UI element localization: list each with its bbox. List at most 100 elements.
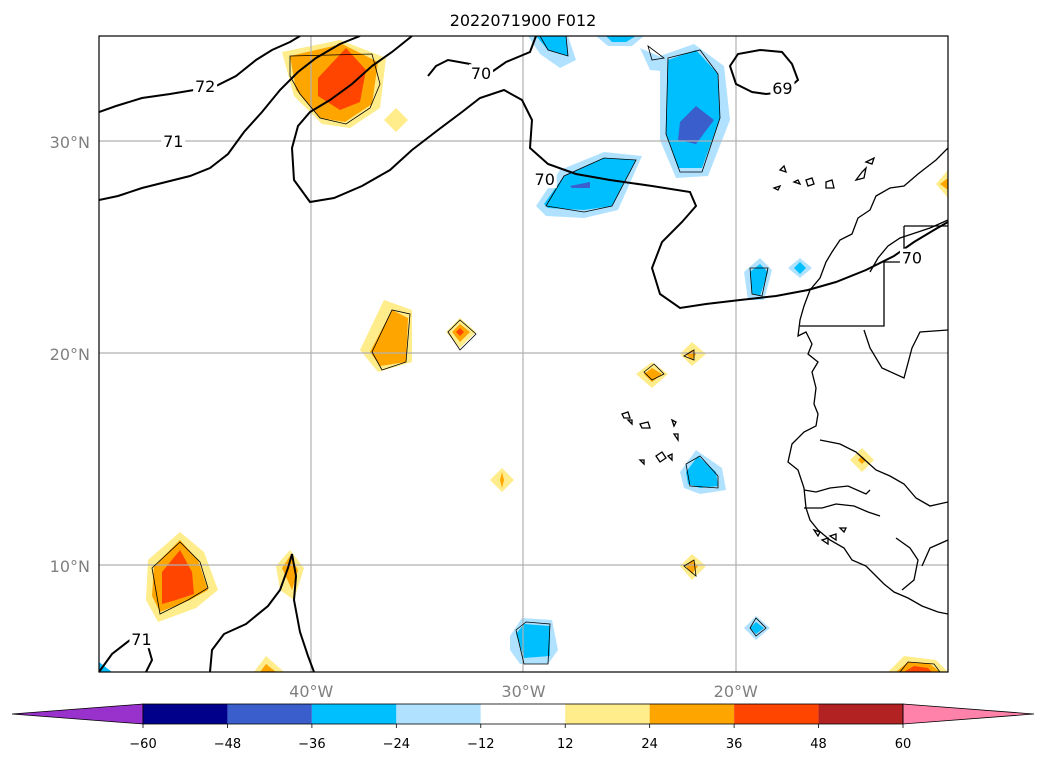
contour-label-bg [193,76,218,95]
field-region [254,656,284,672]
western-sahara-border [800,225,948,327]
contour-label: 72 [195,77,215,96]
field-region [858,456,866,464]
outline [665,49,721,173]
outline [545,157,637,213]
colorbar-tick-label: 48 [810,737,827,752]
y-axis-ticks: 30°N 20°N 10°N [50,133,90,576]
outline [683,559,697,577]
colorbar-tick-label: −48 [214,737,241,752]
colorbar-segment [818,704,903,724]
field-region [162,550,194,604]
colorbar-tick-label: 36 [726,737,743,752]
colorbar-extend-high [902,703,1035,725]
border-segment [804,503,881,517]
outline [647,44,665,61]
contour-label: 71 [163,132,183,151]
y-tick-label: 10°N [50,557,90,576]
field-region [794,262,806,274]
anomaly-outlines [151,36,941,672]
colorbar-tick-label: 12 [557,737,574,752]
contour-70 [290,36,948,310]
cape-verde-islands [621,411,679,466]
field-region [606,36,636,42]
colorbar-segment [396,704,481,724]
colorbar-extend-low [11,703,144,725]
field-region [644,368,662,382]
colorbar-segment [649,704,735,724]
outline [683,349,695,361]
colorbar-segment [734,704,819,724]
contour-label: 71 [131,630,151,649]
field-region [516,624,550,658]
field-region [318,48,366,110]
colorbar-tick-label: −24 [383,737,410,752]
graticule [99,36,948,672]
field-region [750,622,764,634]
bijagos-islands [812,527,848,546]
border-segment [921,539,948,567]
field-region [99,662,112,672]
contour-label: 70 [535,170,555,189]
x-tick-label: 20°W [714,682,758,701]
field-region [456,328,464,336]
contour-71 [99,36,361,201]
contour-label-bg [129,630,154,649]
map-frame [98,35,949,673]
contour-label-bg [770,79,795,97]
africa-coast [787,147,948,615]
colorbar-tick-label: −12 [467,737,494,752]
field-region [570,182,590,188]
outline [749,267,769,297]
contour-71-south-b [209,553,315,672]
field-region [750,264,768,296]
outline [643,363,665,381]
colorbar-tick-label: 24 [641,737,658,752]
contour-label: 70 [471,64,491,83]
field-region [384,108,408,132]
contour-label: 69 [772,79,792,98]
mauritania-border [863,329,948,379]
field-region [678,106,714,144]
map-area: 72 71 70 70 69 70 71 [99,36,948,672]
outline [685,455,719,489]
colorbar-tick-label: −60 [129,737,156,752]
river-segment [819,439,948,507]
contour-label-bg [161,132,186,150]
coastlines [621,147,948,615]
canary-islands [772,156,876,191]
outline [749,617,767,637]
contour-label-bg [532,170,557,189]
field-region [686,456,718,488]
field-region [260,664,276,672]
colorbar-segment [480,704,566,724]
outline [539,36,569,57]
contour-label-bg [899,248,924,267]
field-region [500,472,504,488]
border-segment [895,537,919,591]
contour-label-bg [469,64,494,83]
field-region [536,36,568,56]
outline [899,661,941,672]
field-region [904,666,932,672]
anomaly-field [99,36,948,672]
contour-label: 70 [902,249,922,268]
colorbar-segment [565,704,650,724]
x-tick-label: 30°W [501,682,545,701]
contour-72 [99,36,301,113]
coast-segment [869,219,948,273]
y-tick-label: 30°N [50,133,90,152]
colorbar-segment [311,704,397,724]
chart-title: 2022071900 F012 [450,11,597,30]
x-tick-label: 40°W [289,682,333,701]
field-region [686,560,698,574]
field-region [370,310,408,366]
colorbar-segment [143,704,228,724]
field-region [940,178,948,190]
colorbar: −60 −48 −36 −24 −12 12 24 36 48 60 [11,703,1035,752]
outline [371,309,411,371]
colorbar-frame [142,703,904,725]
contour-labels: 72 71 70 70 69 70 71 [129,64,924,649]
y-tick-label: 20°N [50,345,90,364]
